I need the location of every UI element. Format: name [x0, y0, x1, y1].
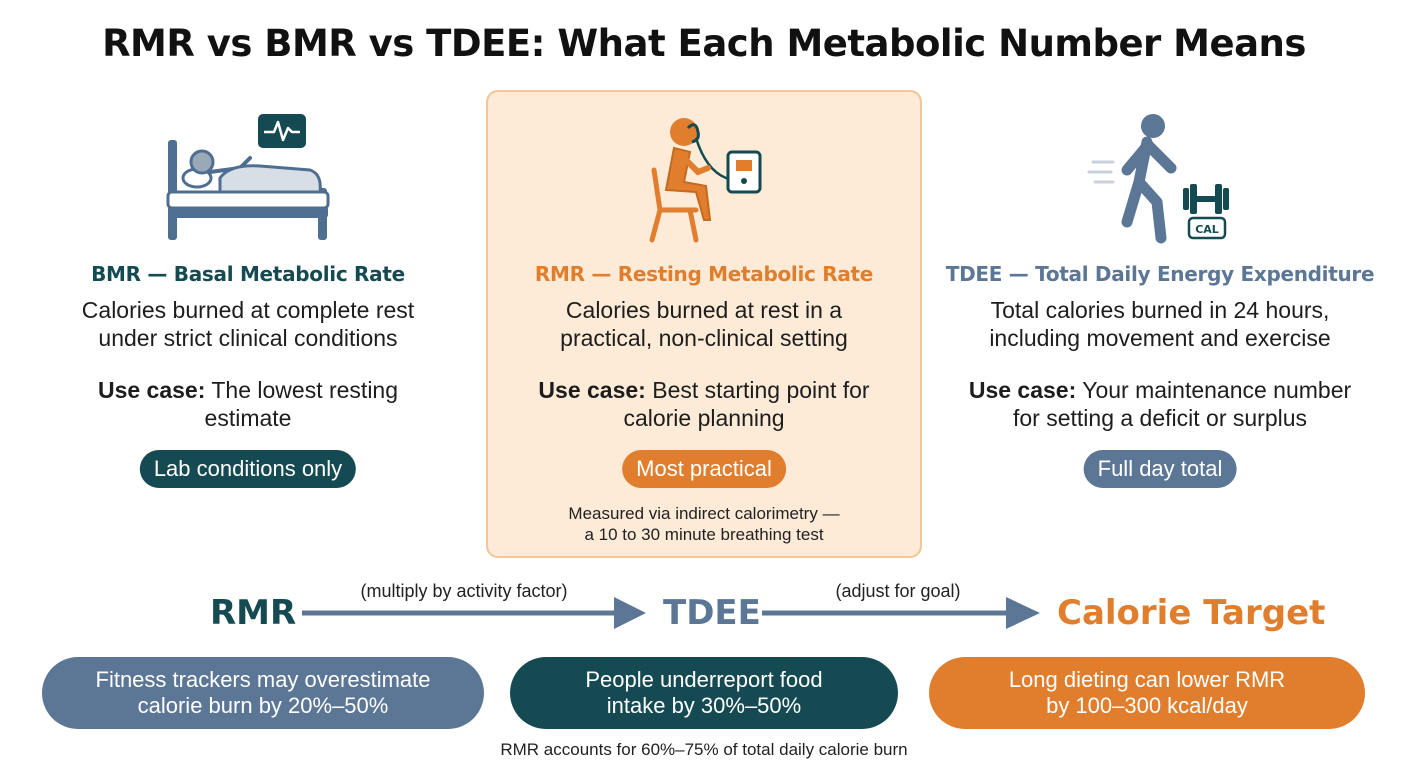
- page-title: RMR vs BMR vs TDEE: What Each Metabolic …: [102, 22, 1306, 65]
- walking-person-dumbbell-cal-icon: CAL: [1087, 114, 1229, 244]
- flow-arrow-2: [762, 597, 1040, 629]
- tdee-usecase-line2: for setting a deficit or surplus: [1012, 405, 1308, 431]
- tdee-usecase-label: Use case:: [968, 377, 1077, 403]
- rmr-desc-line1: Calories burned at rest in a: [565, 297, 843, 323]
- bmr-description: Calories burned at complete rest under s…: [40, 296, 456, 352]
- fact-long-dieting-line2: by 100–300 kcal/day: [1046, 693, 1248, 718]
- flow-step-calorie-target: Calorie Target: [1057, 593, 1326, 633]
- sleeping-person-bed-monitor-icon: [166, 114, 330, 240]
- rmr-usecase: Use case: Best starting point for calori…: [496, 376, 912, 432]
- tdee-usecase-line1: Your maintenance number: [1082, 377, 1352, 403]
- rmr-usecase-label: Use case:: [538, 377, 646, 403]
- bmr-usecase-line2: estimate: [204, 405, 292, 431]
- fact-long-dieting: Long dieting can lower RMR by 100–300 kc…: [929, 657, 1365, 729]
- bmr-usecase: Use case: The lowest resting estimate: [40, 376, 456, 432]
- rmr-measurement-note: Measured via indirect calorimetry — a 10…: [486, 503, 922, 545]
- rmr-usecase-line1: Best starting point for: [652, 377, 870, 403]
- bmr-heading: BMR — Basal Metabolic Rate: [91, 262, 405, 286]
- fact-underreport-food: People underreport food intake by 30%–50…: [510, 657, 898, 729]
- fact-underreport-food-line1: People underreport food: [585, 667, 823, 692]
- seated-person-breathing-mask-icon: [649, 118, 762, 243]
- fact-fitness-trackers: Fitness trackers may overestimate calori…: [42, 657, 484, 729]
- flow-arrow1-label: (multiply by activity factor): [360, 581, 568, 601]
- tdee-badge: Full day total: [1083, 450, 1237, 488]
- rmr-desc-line2: practical, non-clinical setting: [560, 325, 848, 351]
- rmr-badge: Most practical: [622, 450, 786, 488]
- tdee-description: Total calories burned in 24 hours, inclu…: [952, 296, 1368, 352]
- fact-underreport-food-line2: intake by 30%–50%: [606, 693, 802, 718]
- cal-label: CAL: [1195, 223, 1219, 236]
- tdee-usecase: Use case: Your maintenance number for se…: [952, 376, 1368, 432]
- rmr-description: Calories burned at rest in a practical, …: [496, 296, 912, 352]
- bmr-desc-line2: under strict clinical conditions: [98, 325, 398, 351]
- footnote: RMR accounts for 60%–75% of total daily …: [500, 740, 908, 759]
- rmr-heading: RMR — Resting Metabolic Rate: [534, 262, 874, 286]
- flow-step-rmr: RMR: [210, 593, 297, 633]
- fact-fitness-trackers-line1: Fitness trackers may overestimate: [95, 667, 431, 692]
- bmr-usecase-label: Use case:: [97, 377, 206, 403]
- tdee-desc-line1: Total calories burned in 24 hours,: [990, 297, 1330, 323]
- rmr-note-line2: a 10 to 30 minute breathing test: [584, 525, 824, 544]
- rmr-usecase-line2: calorie planning: [623, 405, 785, 431]
- flow-step-tdee: TDEE: [663, 593, 761, 633]
- flow-arrow2-label: (adjust for goal): [835, 581, 961, 601]
- fact-long-dieting-line1: Long dieting can lower RMR: [1008, 667, 1286, 692]
- bmr-desc-line1: Calories burned at complete rest: [81, 297, 415, 323]
- bmr-usecase-line1: The lowest resting: [211, 377, 399, 403]
- rmr-note-line1: Measured via indirect calorimetry —: [568, 504, 840, 523]
- tdee-heading: TDEE — Total Daily Energy Expenditure: [945, 262, 1375, 286]
- bmr-badge: Lab conditions only: [139, 450, 357, 488]
- fact-fitness-trackers-line2: calorie burn by 20%–50%: [137, 693, 389, 718]
- tdee-desc-line2: including movement and exercise: [989, 325, 1331, 351]
- flow-arrow-1: [302, 597, 646, 629]
